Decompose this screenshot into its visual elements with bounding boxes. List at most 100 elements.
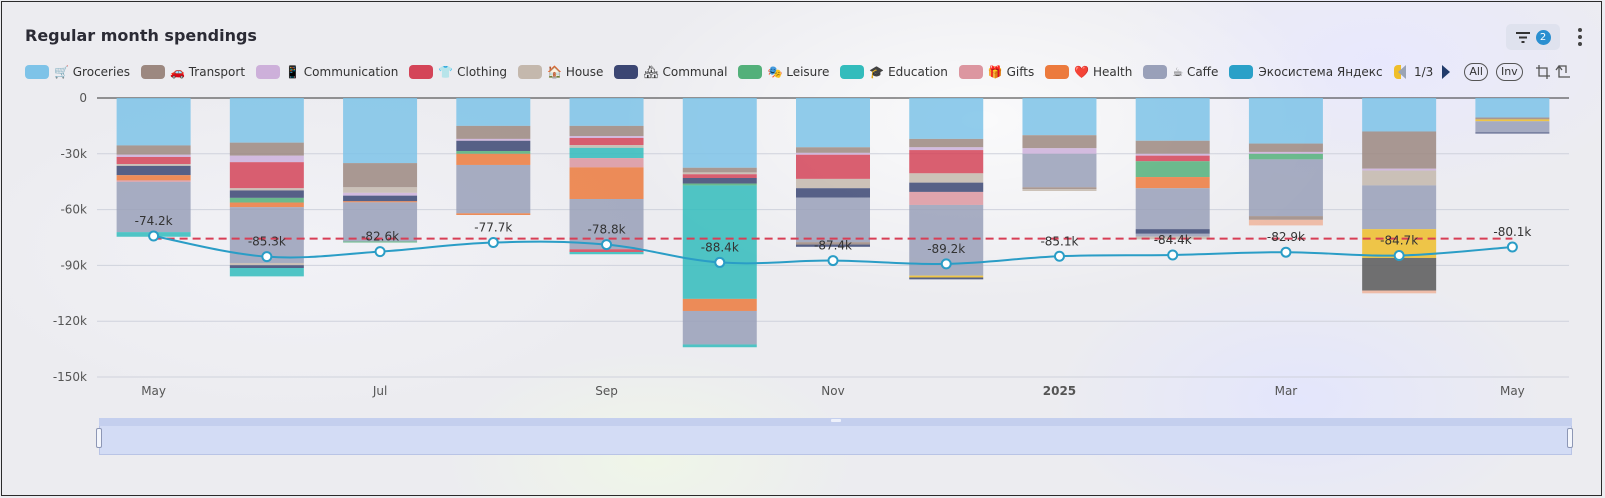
bar-segment[interactable] xyxy=(1362,290,1437,294)
bar-segment[interactable] xyxy=(456,140,531,152)
bar-segment[interactable] xyxy=(1362,131,1437,169)
bar-segment[interactable] xyxy=(229,142,304,156)
legend-invert-button[interactable]: Inv xyxy=(1495,63,1523,81)
bar-segment[interactable] xyxy=(116,156,191,165)
bar-segment[interactable] xyxy=(1362,170,1437,186)
bar-segment[interactable] xyxy=(682,183,757,186)
bar-segment[interactable] xyxy=(1248,216,1323,220)
bar-segment[interactable] xyxy=(569,145,644,148)
bar-stack[interactable] xyxy=(569,98,644,255)
bar-segment[interactable] xyxy=(343,163,418,188)
legend-item[interactable]: 👕 Clothing xyxy=(409,62,507,82)
bar-segment[interactable] xyxy=(796,98,870,148)
line-point[interactable] xyxy=(148,230,160,242)
bar-segment[interactable] xyxy=(229,268,304,277)
bar-segment[interactable] xyxy=(569,158,644,168)
legend-select-all-button[interactable]: All xyxy=(1464,63,1488,81)
legend-item[interactable]: 🚗 Transport xyxy=(140,62,245,82)
zoom-reset-icon[interactable] xyxy=(1555,64,1571,80)
line-point[interactable] xyxy=(827,255,839,267)
legend-prev-icon[interactable] xyxy=(1398,65,1406,79)
bar-segment[interactable] xyxy=(1022,153,1097,188)
line-point[interactable] xyxy=(714,256,726,268)
bar-segment[interactable] xyxy=(343,241,418,243)
bar-segment[interactable] xyxy=(1248,219,1323,226)
bar-segment[interactable] xyxy=(682,174,757,178)
bar-segment[interactable] xyxy=(116,175,191,181)
legend-item[interactable]: 🎓 Education xyxy=(840,62,948,82)
bar-segment[interactable] xyxy=(229,197,304,203)
bar-segment[interactable] xyxy=(1135,233,1210,237)
bar-segment[interactable] xyxy=(343,187,418,193)
bar-segment[interactable] xyxy=(796,154,870,179)
line-point[interactable] xyxy=(1280,246,1292,258)
bar-segment[interactable] xyxy=(229,265,304,269)
bar-segment[interactable] xyxy=(456,213,531,215)
bar-segment[interactable] xyxy=(682,310,757,345)
bar-segment[interactable] xyxy=(909,277,984,280)
bar-segment[interactable] xyxy=(796,152,870,155)
line-point[interactable] xyxy=(601,239,613,251)
bar-segment[interactable] xyxy=(796,188,870,198)
legend-item[interactable]: 🛒 Groceries xyxy=(25,62,130,82)
bar-stack[interactable] xyxy=(1022,98,1097,191)
bar-segment[interactable] xyxy=(1135,155,1210,162)
bar-stack[interactable] xyxy=(229,98,304,277)
bar-stack[interactable] xyxy=(1362,98,1437,294)
bar-segment[interactable] xyxy=(229,188,304,191)
bar-segment[interactable] xyxy=(682,298,757,311)
bar-segment[interactable] xyxy=(569,136,644,138)
bar-segment[interactable] xyxy=(1022,187,1097,190)
bar-segment[interactable] xyxy=(456,125,531,139)
bar-segment[interactable] xyxy=(1475,121,1550,133)
bar-segment[interactable] xyxy=(343,195,418,202)
bar-stack[interactable] xyxy=(1475,98,1550,134)
bar-segment[interactable] xyxy=(116,164,191,166)
bar-segment[interactable] xyxy=(456,151,531,154)
bar-segment[interactable] xyxy=(1475,132,1550,134)
bar-segment[interactable] xyxy=(909,150,984,174)
bar-segment[interactable] xyxy=(343,202,418,242)
bar-segment[interactable] xyxy=(229,262,304,266)
bar-segment[interactable] xyxy=(796,147,870,153)
bar-segment[interactable] xyxy=(1362,98,1437,132)
legend-item[interactable]: 🎭 Leisure xyxy=(738,62,829,82)
bar-segment[interactable] xyxy=(796,244,870,247)
bar-segment[interactable] xyxy=(1248,159,1323,217)
bar-segment[interactable] xyxy=(229,155,304,163)
line-point[interactable] xyxy=(1167,249,1179,261)
bar-segment[interactable] xyxy=(1475,119,1550,122)
bar-stack[interactable] xyxy=(909,98,984,280)
bar-segment[interactable] xyxy=(1475,117,1550,120)
bar-segment[interactable] xyxy=(456,138,531,141)
line-point[interactable] xyxy=(1053,250,1065,262)
line-point[interactable] xyxy=(1506,241,1518,253)
datazoom-drag-grip[interactable] xyxy=(831,419,841,422)
bar-segment[interactable] xyxy=(1475,98,1550,118)
bar-segment[interactable] xyxy=(569,249,644,253)
line-point[interactable] xyxy=(1393,250,1405,262)
bar-segment[interactable] xyxy=(456,153,531,165)
bar-segment[interactable] xyxy=(1022,189,1097,191)
legend-item[interactable]: 📱 Communication xyxy=(256,62,398,82)
bar-segment[interactable] xyxy=(1248,143,1323,152)
bar-segment[interactable] xyxy=(909,98,984,139)
bar-segment[interactable] xyxy=(456,98,531,126)
bar-segment[interactable] xyxy=(682,98,757,168)
bar-segment[interactable] xyxy=(569,147,644,159)
bar-segment[interactable] xyxy=(569,98,644,126)
legend-item[interactable]: 🏘 Communal xyxy=(614,62,727,82)
bar-segment[interactable] xyxy=(1135,188,1210,230)
bar-segment[interactable] xyxy=(1362,257,1437,291)
legend-item[interactable]: Ча xyxy=(1393,62,1401,82)
bar-segment[interactable] xyxy=(1022,148,1097,154)
bar-segment[interactable] xyxy=(1362,185,1437,230)
bar-segment[interactable] xyxy=(229,98,304,143)
bar-stack[interactable] xyxy=(116,98,191,237)
bar-stack[interactable] xyxy=(456,98,531,215)
bar-stack[interactable] xyxy=(796,98,870,247)
bar-segment[interactable] xyxy=(682,167,757,173)
bar-segment[interactable] xyxy=(909,182,984,192)
legend-item[interactable]: ☕ Caffe xyxy=(1143,62,1218,82)
bar-segment[interactable] xyxy=(1135,153,1210,156)
